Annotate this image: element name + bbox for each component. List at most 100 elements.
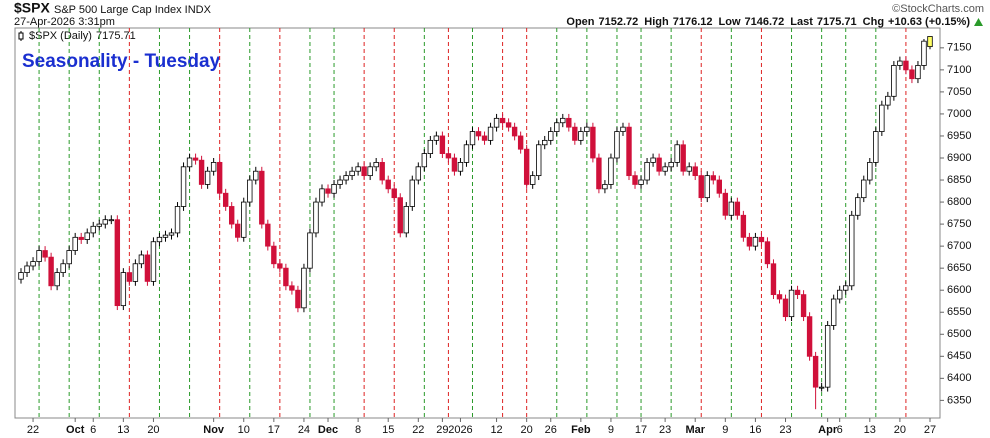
y-tick-label: 6450 <box>947 350 971 362</box>
candle-body <box>337 179 343 185</box>
candle-body <box>722 192 729 216</box>
candle-body <box>168 232 175 236</box>
candle-body <box>548 131 554 141</box>
candle-body <box>355 166 361 172</box>
y-tick-label: 6650 <box>947 262 971 274</box>
candle-body <box>102 219 108 225</box>
x-tick-label: 24 <box>298 424 310 436</box>
candle-body <box>259 170 265 225</box>
candle-body <box>96 223 102 227</box>
candle-body <box>830 298 837 326</box>
candle-body <box>734 201 741 216</box>
candle-body <box>529 175 536 185</box>
candle-body <box>644 162 650 181</box>
candle-body <box>608 157 614 185</box>
candle-body <box>120 272 127 307</box>
candle-body <box>313 201 319 234</box>
quote-part: High <box>644 16 669 28</box>
candle-body <box>186 157 193 168</box>
y-tick-label: 6500 <box>947 328 971 340</box>
candle-body <box>174 206 181 234</box>
candle-body <box>18 272 24 280</box>
x-tick-label: 8 <box>355 424 361 436</box>
candle-body <box>150 241 157 282</box>
candle-body <box>108 219 115 222</box>
candle-body <box>349 170 355 177</box>
candle-body <box>824 325 831 388</box>
candle-body <box>626 126 632 177</box>
candle-body <box>379 162 385 181</box>
x-tick-label: 23 <box>779 424 791 436</box>
legend: $SPX (Daily) 7175.71 <box>29 30 136 42</box>
candle-body <box>590 126 596 159</box>
candle-body <box>704 175 710 199</box>
x-tick-label: Oct <box>66 424 85 436</box>
legend-icon <box>18 31 24 41</box>
quote-part: 7146.72 <box>745 16 785 28</box>
x-tick-label: 20 <box>147 424 159 436</box>
x-tick-label: 6 <box>837 424 843 436</box>
candle-body <box>812 355 819 388</box>
x-tick-label: 17 <box>268 424 280 436</box>
candle-body <box>710 175 716 181</box>
candle-body <box>566 117 572 128</box>
candle-body <box>855 197 861 216</box>
x-tick-label: 12 <box>490 424 502 436</box>
candle-body <box>542 139 548 146</box>
candle-body <box>421 153 428 168</box>
candle-body <box>716 179 722 194</box>
candle-body <box>867 162 873 181</box>
candle-body <box>247 179 253 203</box>
candle-body <box>60 263 66 273</box>
y-tick-label: 7100 <box>947 64 971 76</box>
quote-part: 7175.71 <box>817 16 857 28</box>
candle-body <box>198 159 205 185</box>
candle-body <box>30 261 36 267</box>
candle-body <box>818 386 825 389</box>
candle-body <box>457 162 464 172</box>
candle-body <box>192 157 199 161</box>
x-tick-label: 22 <box>27 424 39 436</box>
candle-body <box>523 148 530 185</box>
y-tick-label: 7150 <box>947 42 971 54</box>
candle-body <box>289 285 295 291</box>
x-tick-label: 13 <box>117 424 129 436</box>
candle-body <box>475 131 482 137</box>
candle-body <box>391 188 397 199</box>
x-tick-label: Apr <box>818 424 838 436</box>
candle-body <box>277 263 283 269</box>
y-tick-label: 6800 <box>947 196 971 208</box>
candle-body <box>782 298 789 318</box>
x-tick-label: Dec <box>318 424 338 436</box>
y-tick-label: 6900 <box>947 152 971 164</box>
x-tick-label: 26 <box>545 424 557 436</box>
candle-body <box>806 316 813 357</box>
candle-body <box>210 162 217 172</box>
candle-body <box>265 223 271 247</box>
candle-body <box>138 254 145 265</box>
candle-body <box>656 157 662 172</box>
candle-body <box>433 135 440 141</box>
x-tick-label: 2026 <box>448 424 472 436</box>
candle-body <box>156 236 163 243</box>
candle-body <box>253 170 259 181</box>
candle-body <box>698 175 704 199</box>
candle-body <box>373 162 379 168</box>
candle-body <box>397 197 403 234</box>
candle-body <box>620 126 626 132</box>
candle-body <box>770 263 777 296</box>
candle-body <box>517 135 524 150</box>
candle-body <box>307 232 313 269</box>
candle-body <box>794 289 801 296</box>
y-tick-label: 6550 <box>947 306 971 318</box>
candle-body <box>295 289 301 309</box>
candle-body <box>572 126 578 141</box>
y-tick-label: 6850 <box>947 174 971 186</box>
candle-body <box>144 254 151 282</box>
candle-body <box>499 117 506 124</box>
x-tick-label: 6 <box>90 424 96 436</box>
candle-body <box>909 69 915 80</box>
candle-body <box>439 135 446 154</box>
x-tick-label: 20 <box>521 424 533 436</box>
